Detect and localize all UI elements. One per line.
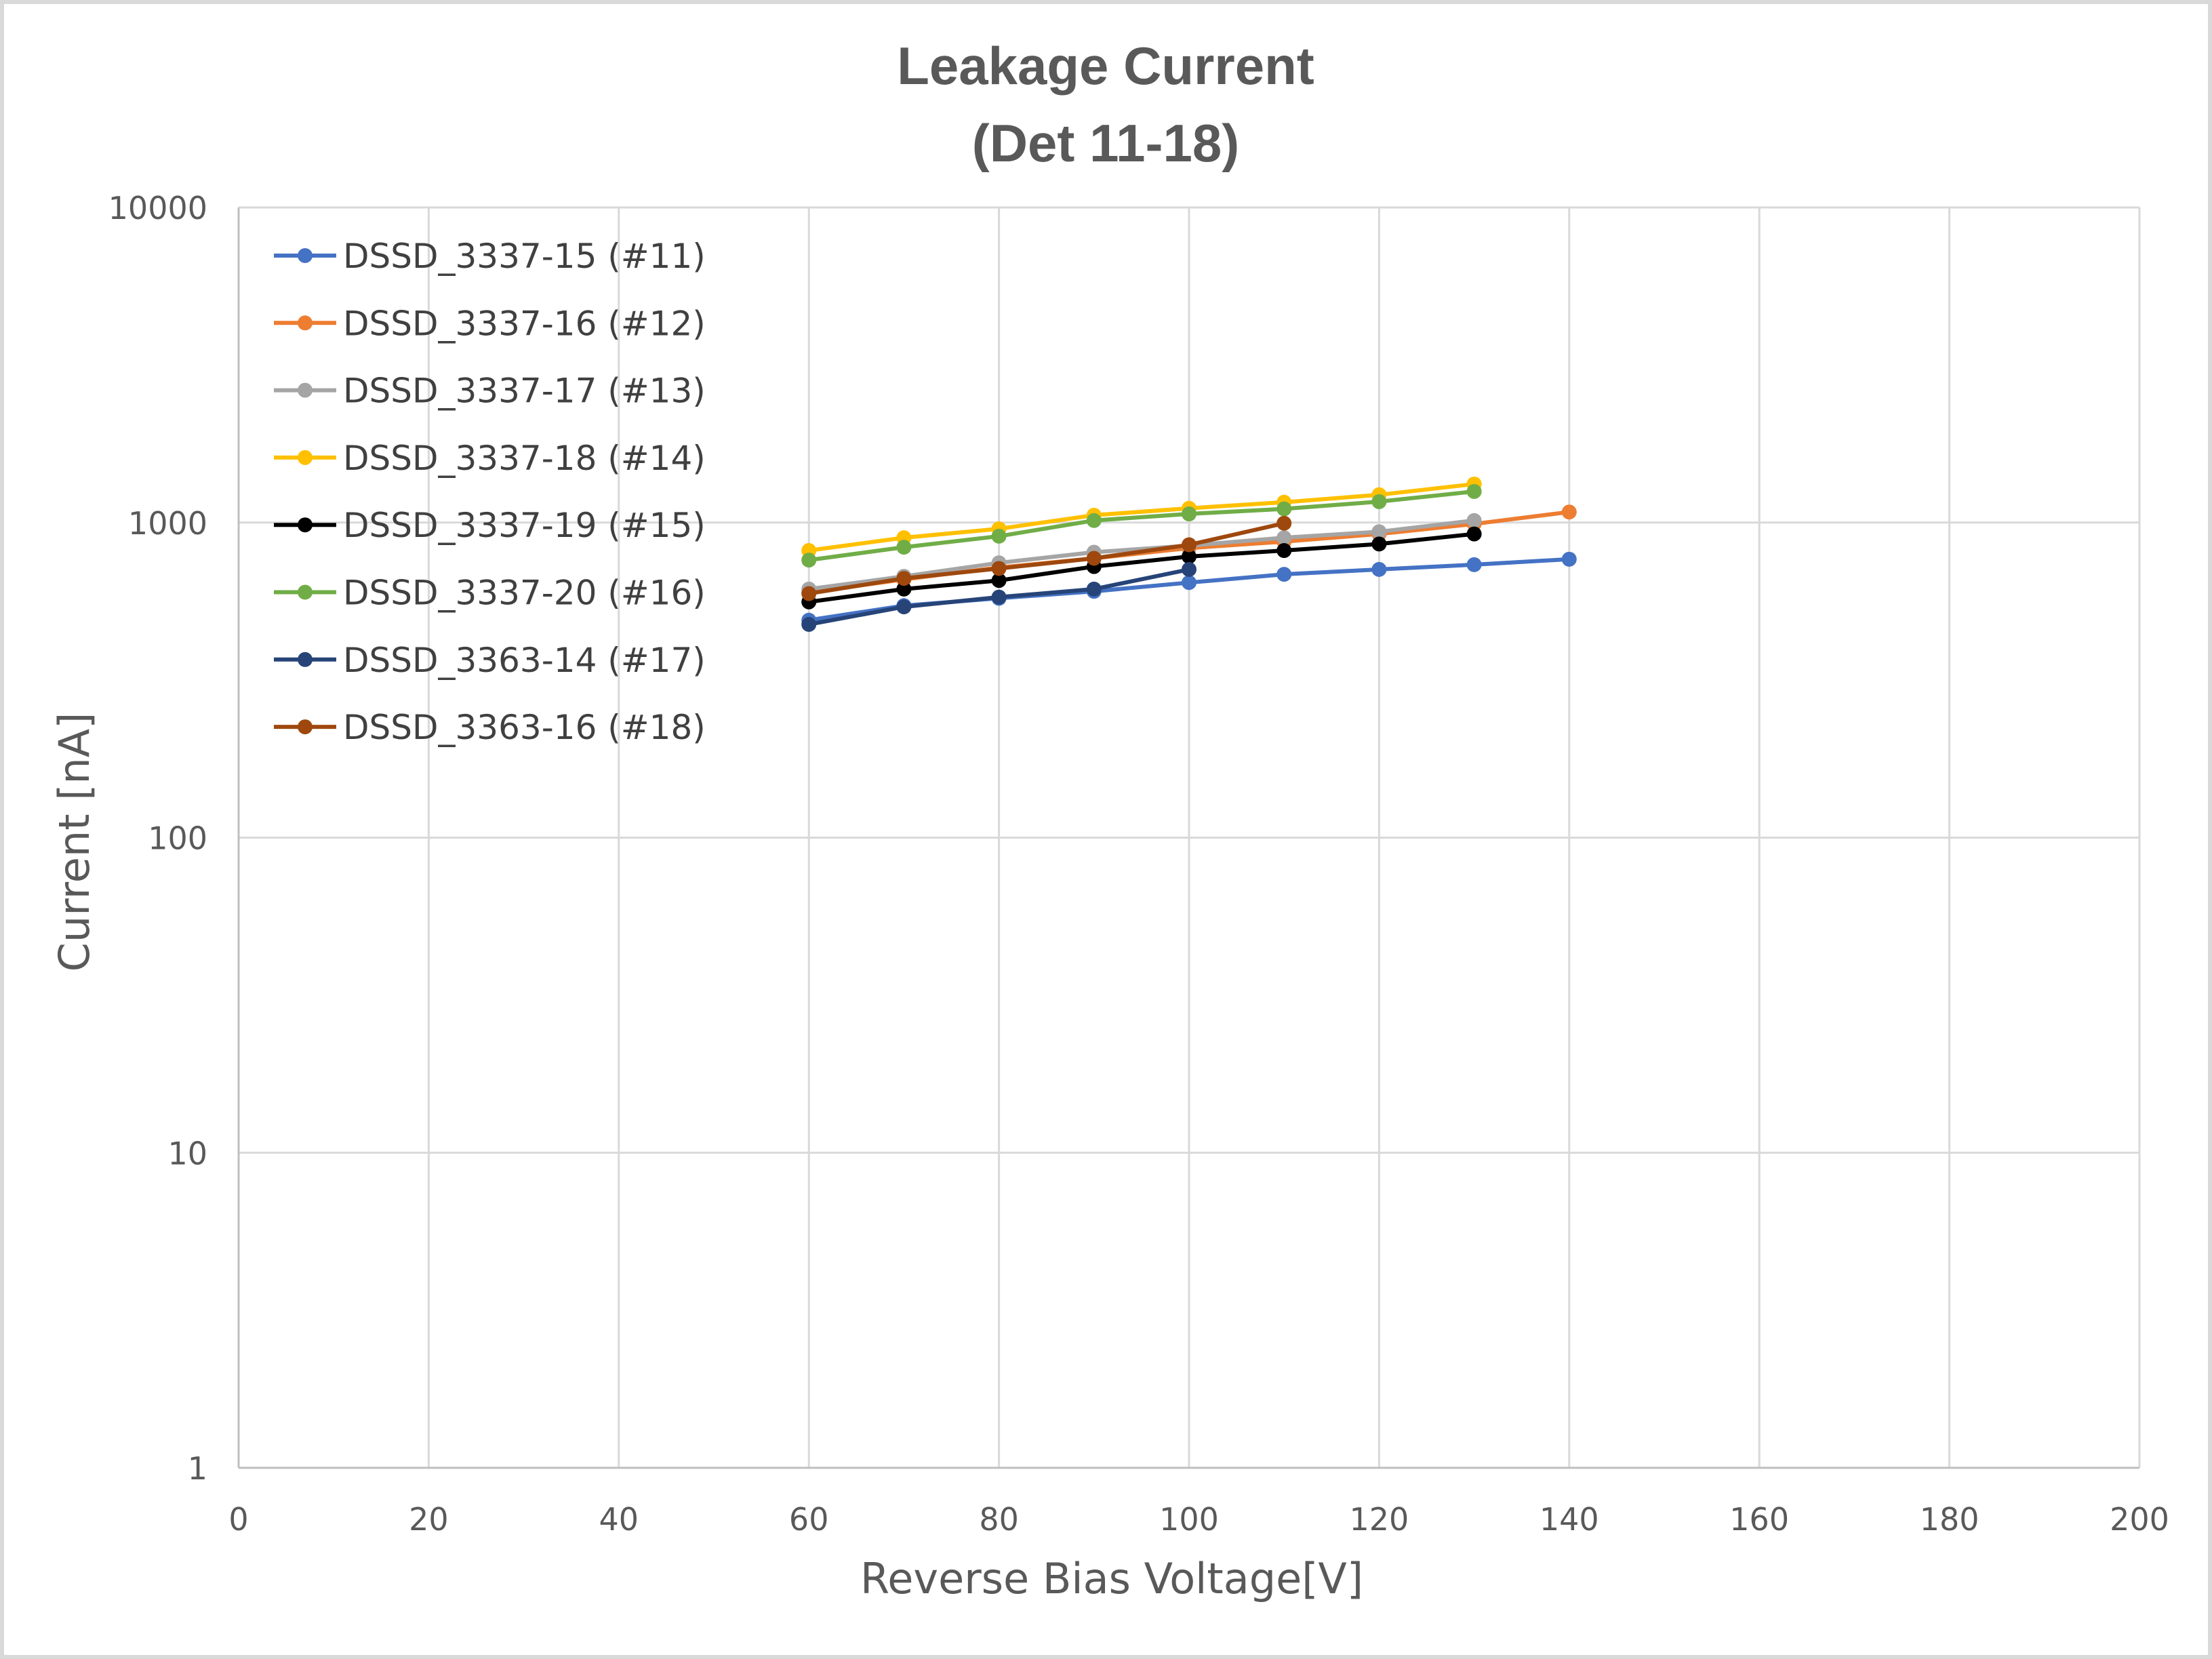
legend-swatch-marker <box>298 449 313 465</box>
data-point <box>896 581 912 597</box>
legend-item: DSSD_3337-16 (#12) <box>274 304 706 343</box>
data-point <box>991 561 1007 576</box>
x-tick-label: 40 <box>599 1501 639 1538</box>
legend-item: DSSD_3363-14 (#17) <box>274 641 706 680</box>
y-tick-label: 1000 <box>128 505 207 542</box>
data-point <box>1086 513 1102 528</box>
y-tick-label: 100 <box>148 820 207 857</box>
data-point <box>1371 536 1387 552</box>
legend-label: DSSD_3337-18 (#14) <box>343 439 706 478</box>
data-point <box>991 573 1007 588</box>
data-point <box>1182 537 1197 553</box>
legend-swatch-marker <box>298 719 313 735</box>
legend-swatch-marker <box>298 652 313 667</box>
data-point <box>1086 551 1102 566</box>
series-8 <box>801 515 1292 601</box>
data-point <box>1276 567 1292 582</box>
x-tick-label: 80 <box>979 1501 1019 1538</box>
chart-subtitle: (Det 11-18) <box>972 113 1240 173</box>
data-point <box>801 586 817 601</box>
plot-series <box>801 476 1577 633</box>
legend-item: DSSD_3337-17 (#13) <box>274 372 706 411</box>
series-line <box>808 518 1474 591</box>
y-tick-label: 1 <box>188 1450 207 1487</box>
legend-label: DSSD_3363-16 (#18) <box>343 708 706 747</box>
legend-label: DSSD_3337-19 (#15) <box>343 506 706 545</box>
data-point <box>1276 543 1292 559</box>
x-tick-label: 60 <box>789 1501 829 1538</box>
legend-swatch-marker <box>298 584 313 600</box>
data-point <box>1371 524 1387 540</box>
x-tick-label: 120 <box>1349 1501 1409 1538</box>
data-point <box>1276 530 1292 546</box>
legend-item: DSSD_3337-15 (#11) <box>274 237 706 276</box>
series-6 <box>801 483 1482 568</box>
y-tick-label: 10000 <box>108 190 207 226</box>
data-point <box>991 528 1007 544</box>
series-line <box>808 482 1474 553</box>
legend-label: DSSD_3337-16 (#12) <box>343 304 706 343</box>
data-point <box>1466 483 1482 499</box>
data-point <box>896 599 912 615</box>
x-tick-label: 160 <box>1729 1501 1789 1538</box>
x-axis-label: Reverse Bias Voltage[V] <box>860 1554 1363 1603</box>
data-point <box>1182 506 1197 522</box>
chart-title: Leakage Current <box>897 36 1314 96</box>
data-point <box>1466 526 1482 542</box>
series-7 <box>801 561 1197 633</box>
legend-swatch-marker <box>298 315 313 331</box>
x-tick-label: 200 <box>2110 1501 2169 1538</box>
x-tick-label: 180 <box>1920 1501 1979 1538</box>
legend-label: DSSD_3363-14 (#17) <box>343 641 706 680</box>
legend-label: DSSD_3337-20 (#16) <box>343 574 706 613</box>
data-point <box>1182 548 1197 564</box>
series-line <box>808 489 1474 563</box>
data-point <box>1561 551 1577 567</box>
tick-labels: 0 20 40 60 80 100 120 140 160 180 200 1 10 100 1000 100… <box>108 190 2169 1538</box>
legend-label: DSSD_3337-15 (#11) <box>343 237 706 276</box>
legend-swatch-marker <box>298 517 313 533</box>
data-point <box>991 589 1007 605</box>
legend-item: DSSD_3337-19 (#15) <box>274 506 706 545</box>
data-point <box>801 617 817 633</box>
data-point <box>1276 501 1292 517</box>
data-point <box>1182 575 1197 591</box>
data-point <box>1086 581 1102 597</box>
legend: DSSD_3337-15 (#11) DSSD_3337-16 (#12) DSSD… <box>274 237 706 747</box>
legend-swatch-marker <box>298 248 313 263</box>
x-tick-label: 20 <box>409 1501 449 1538</box>
y-tick-label: 10 <box>167 1135 207 1172</box>
data-point <box>1466 557 1482 572</box>
data-point <box>1371 494 1387 509</box>
leakage-current-chart: 0 20 40 60 80 100 120 140 160 180 200 1 10 100 1000 100… <box>49 36 2169 1603</box>
data-point <box>1371 561 1387 577</box>
data-point <box>1561 504 1577 520</box>
series-line <box>808 532 1474 604</box>
legend-item: DSSD_3337-20 (#16) <box>274 574 706 613</box>
data-point <box>1466 513 1482 528</box>
legend-label: DSSD_3337-17 (#13) <box>343 372 706 411</box>
data-point <box>1276 515 1292 531</box>
data-point <box>896 540 912 555</box>
legend-item: DSSD_3363-16 (#18) <box>274 708 706 747</box>
legend-swatch-marker <box>298 382 313 398</box>
data-point <box>1182 561 1197 577</box>
grid-lines <box>237 206 2141 1469</box>
legend-item: DSSD_3337-18 (#14) <box>274 439 706 478</box>
data-point <box>801 553 817 568</box>
x-tick-label: 100 <box>1159 1501 1219 1538</box>
x-tick-label: 0 <box>228 1501 248 1538</box>
x-tick-label: 140 <box>1540 1501 1599 1538</box>
data-point <box>896 571 912 586</box>
y-axis-label: Current [nA] <box>49 713 99 972</box>
series-line <box>808 521 1285 596</box>
